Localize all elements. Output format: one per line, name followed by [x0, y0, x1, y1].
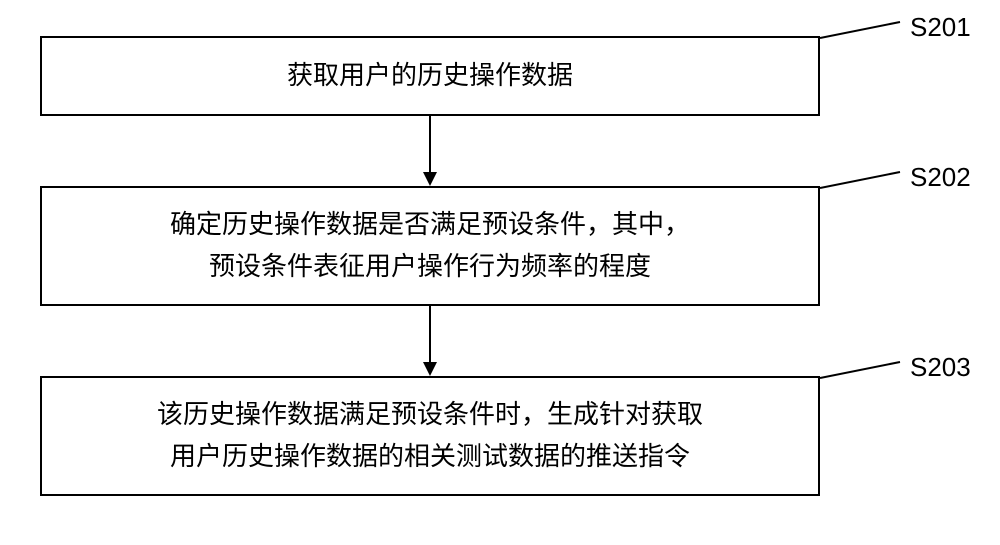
- flowchart-node-step2: 确定历史操作数据是否满足预设条件，其中， 预设条件表征用户操作行为频率的程度: [40, 186, 820, 306]
- node-label-s203: S203: [910, 352, 971, 383]
- arrow-2-3: [420, 306, 440, 376]
- flowchart-container: 获取用户的历史操作数据 S201 确定历史操作数据是否满足预设条件，其中， 预设…: [0, 0, 1000, 545]
- leader-line-3: [820, 352, 910, 382]
- label-text: S201: [910, 12, 971, 42]
- node-label-s201: S201: [910, 12, 971, 43]
- leader-line-1: [820, 12, 910, 42]
- flowchart-node-step3: 该历史操作数据满足预设条件时，生成针对获取 用户历史操作数据的相关测试数据的推送…: [40, 376, 820, 496]
- leader-line-2: [820, 162, 910, 192]
- label-text: S202: [910, 162, 971, 192]
- node-text: 获取用户的历史操作数据: [287, 55, 573, 97]
- flowchart-node-step1: 获取用户的历史操作数据: [40, 36, 820, 116]
- node-text: 确定历史操作数据是否满足预设条件，其中， 预设条件表征用户操作行为频率的程度: [170, 204, 690, 287]
- arrow-1-2: [420, 116, 440, 186]
- node-label-s202: S202: [910, 162, 971, 193]
- node-text: 该历史操作数据满足预设条件时，生成针对获取 用户历史操作数据的相关测试数据的推送…: [157, 394, 703, 477]
- label-text: S203: [910, 352, 971, 382]
